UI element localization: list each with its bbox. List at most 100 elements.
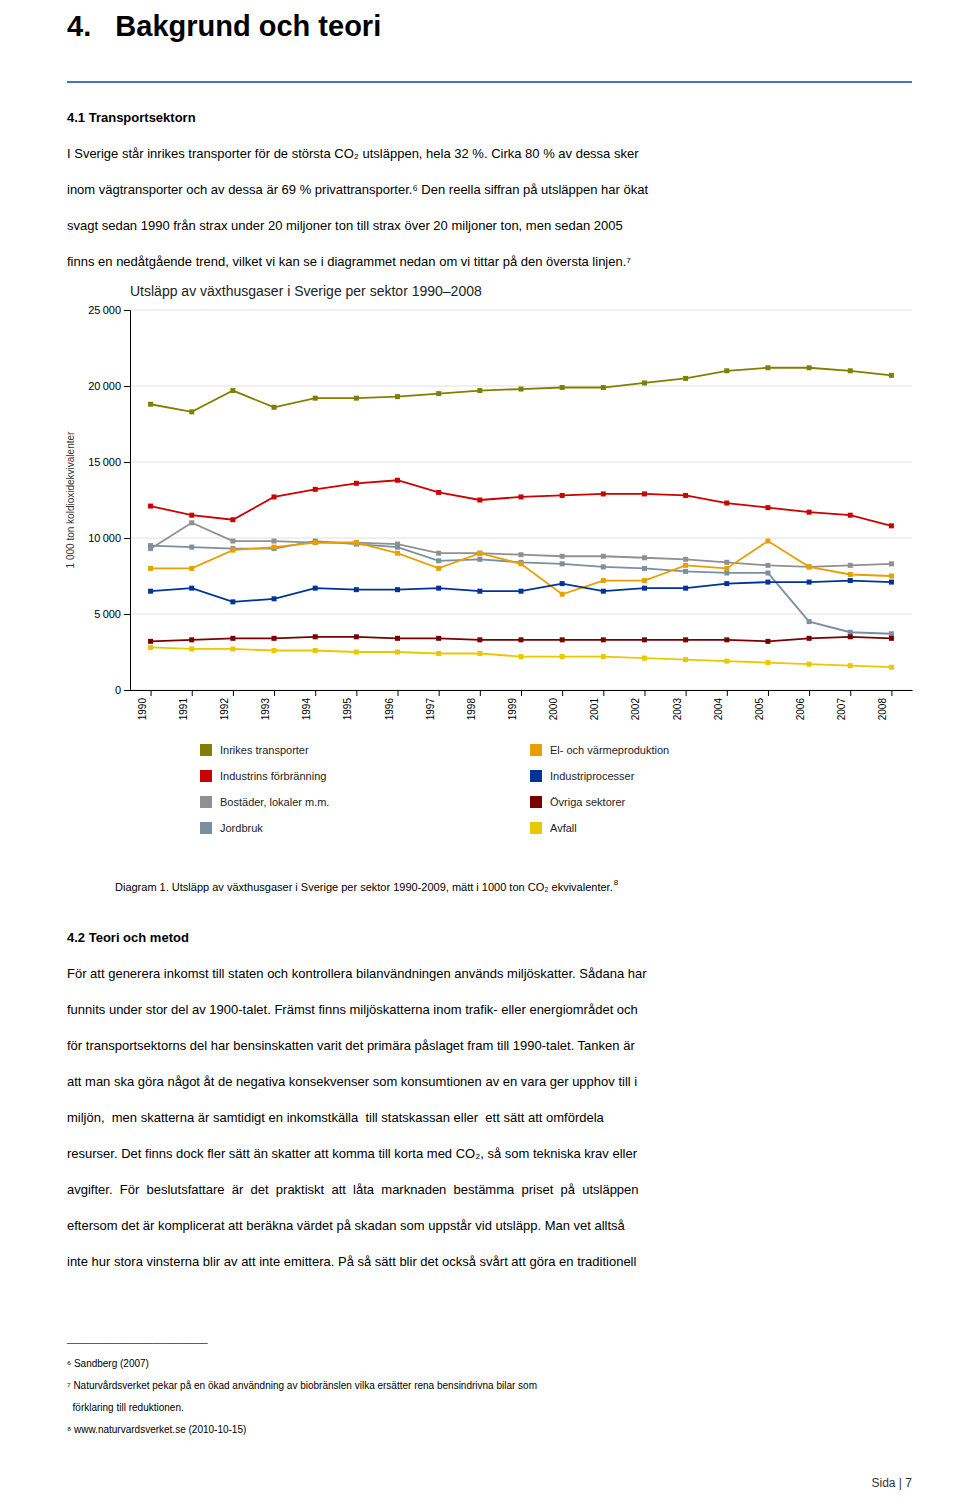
marker xyxy=(642,586,647,591)
body-text: eftersom det är komplicerat att beräkna … xyxy=(67,1218,626,1233)
y-axis-title: 1 000 ton koldioxidekvivalenter xyxy=(65,431,76,568)
tick: 2007 xyxy=(836,690,851,720)
marker xyxy=(848,578,853,583)
tick-mark xyxy=(233,690,234,696)
marker xyxy=(889,523,894,528)
tick-mark xyxy=(124,310,130,311)
series xyxy=(148,478,894,529)
marker xyxy=(724,659,729,664)
marker xyxy=(189,409,194,414)
tick-label: 2005 xyxy=(754,698,765,721)
tick-label: 1999 xyxy=(507,698,518,721)
tick-label: 1993 xyxy=(260,698,271,721)
marker xyxy=(683,569,688,574)
marker xyxy=(848,630,853,635)
rule xyxy=(67,81,912,83)
marker xyxy=(148,589,153,594)
tick-label: 5 000 xyxy=(94,608,121,620)
marker xyxy=(395,650,400,655)
marker xyxy=(230,539,235,544)
marker xyxy=(560,581,565,586)
marker xyxy=(601,554,606,559)
tick-label: 1997 xyxy=(425,698,436,721)
footnote: förklaring till reduktionen. xyxy=(67,1402,184,1413)
legend-label: Övriga sektorer xyxy=(550,796,626,808)
marker xyxy=(272,405,277,410)
marker xyxy=(189,586,194,591)
tick-mark xyxy=(274,690,275,696)
grid-line xyxy=(130,538,912,539)
body-text: resurser. Det finns dock fler sätt än sk… xyxy=(67,1146,638,1161)
tick: 2004 xyxy=(713,690,728,720)
tick-label: 2004 xyxy=(713,698,724,721)
tick-mark xyxy=(686,690,687,696)
marker xyxy=(519,552,524,557)
series xyxy=(148,645,894,670)
marker xyxy=(189,637,194,642)
marker xyxy=(724,637,729,642)
footnote: ⁶ Sandberg (2007) xyxy=(67,1358,149,1369)
tick: 2002 xyxy=(630,690,645,720)
marker xyxy=(807,662,812,667)
body-text: för transportsektorns del har bensinskat… xyxy=(67,1038,635,1053)
series-line xyxy=(151,541,892,634)
marker xyxy=(436,391,441,396)
marker xyxy=(724,570,729,575)
marker xyxy=(313,487,318,492)
tick-label: 0 xyxy=(115,684,121,696)
chapter-title: 4. Bakgrund och teori xyxy=(67,10,381,42)
marker xyxy=(436,636,441,641)
marker xyxy=(477,551,482,556)
marker xyxy=(765,539,770,544)
body-text: avgifter. För beslutsfattare är det prak… xyxy=(67,1182,639,1197)
marker xyxy=(189,545,194,550)
marker xyxy=(889,561,894,566)
tick: 1997 xyxy=(425,690,440,720)
marker xyxy=(395,587,400,592)
tick: 1991 xyxy=(178,690,193,720)
marker xyxy=(765,580,770,585)
marker xyxy=(560,554,565,559)
legend-swatch xyxy=(530,796,542,808)
legend-item: Industriprocesser xyxy=(530,770,635,782)
marker xyxy=(807,564,812,569)
legend-item: Inrikes transporter xyxy=(200,744,309,756)
marker xyxy=(848,563,853,568)
marker xyxy=(519,637,524,642)
marker xyxy=(354,650,359,655)
tick-mark xyxy=(124,462,130,463)
marker xyxy=(560,561,565,566)
body-text: att man ska göra något åt de negativa ko… xyxy=(67,1074,637,1089)
marker xyxy=(230,517,235,522)
tick: 10 000 xyxy=(88,532,130,544)
series-line xyxy=(151,581,892,602)
marker xyxy=(601,564,606,569)
y-axis: 05 00010 00015 00020 00025 000 xyxy=(88,304,130,696)
marker xyxy=(683,376,688,381)
marker xyxy=(807,580,812,585)
marker xyxy=(601,578,606,583)
marker xyxy=(889,665,894,670)
series xyxy=(148,520,894,569)
marker xyxy=(477,551,482,556)
marker xyxy=(724,501,729,506)
legend-item: Bostäder, lokaler m.m. xyxy=(200,796,329,808)
tick-label: 20 000 xyxy=(88,380,121,392)
marker xyxy=(642,637,647,642)
marker xyxy=(313,540,318,545)
marker xyxy=(642,566,647,571)
marker xyxy=(477,498,482,503)
legend-swatch xyxy=(200,822,212,834)
legend-swatch xyxy=(200,796,212,808)
grid-line xyxy=(130,386,912,387)
tick: 0 xyxy=(115,684,130,696)
legend-item: Avfall xyxy=(530,822,577,834)
marker xyxy=(765,365,770,370)
marker xyxy=(230,636,235,641)
marker xyxy=(765,639,770,644)
marker xyxy=(395,478,400,483)
marker xyxy=(765,570,770,575)
tick-mark xyxy=(124,690,130,691)
marker xyxy=(354,540,359,545)
legend-label: Industriprocesser xyxy=(550,770,635,782)
